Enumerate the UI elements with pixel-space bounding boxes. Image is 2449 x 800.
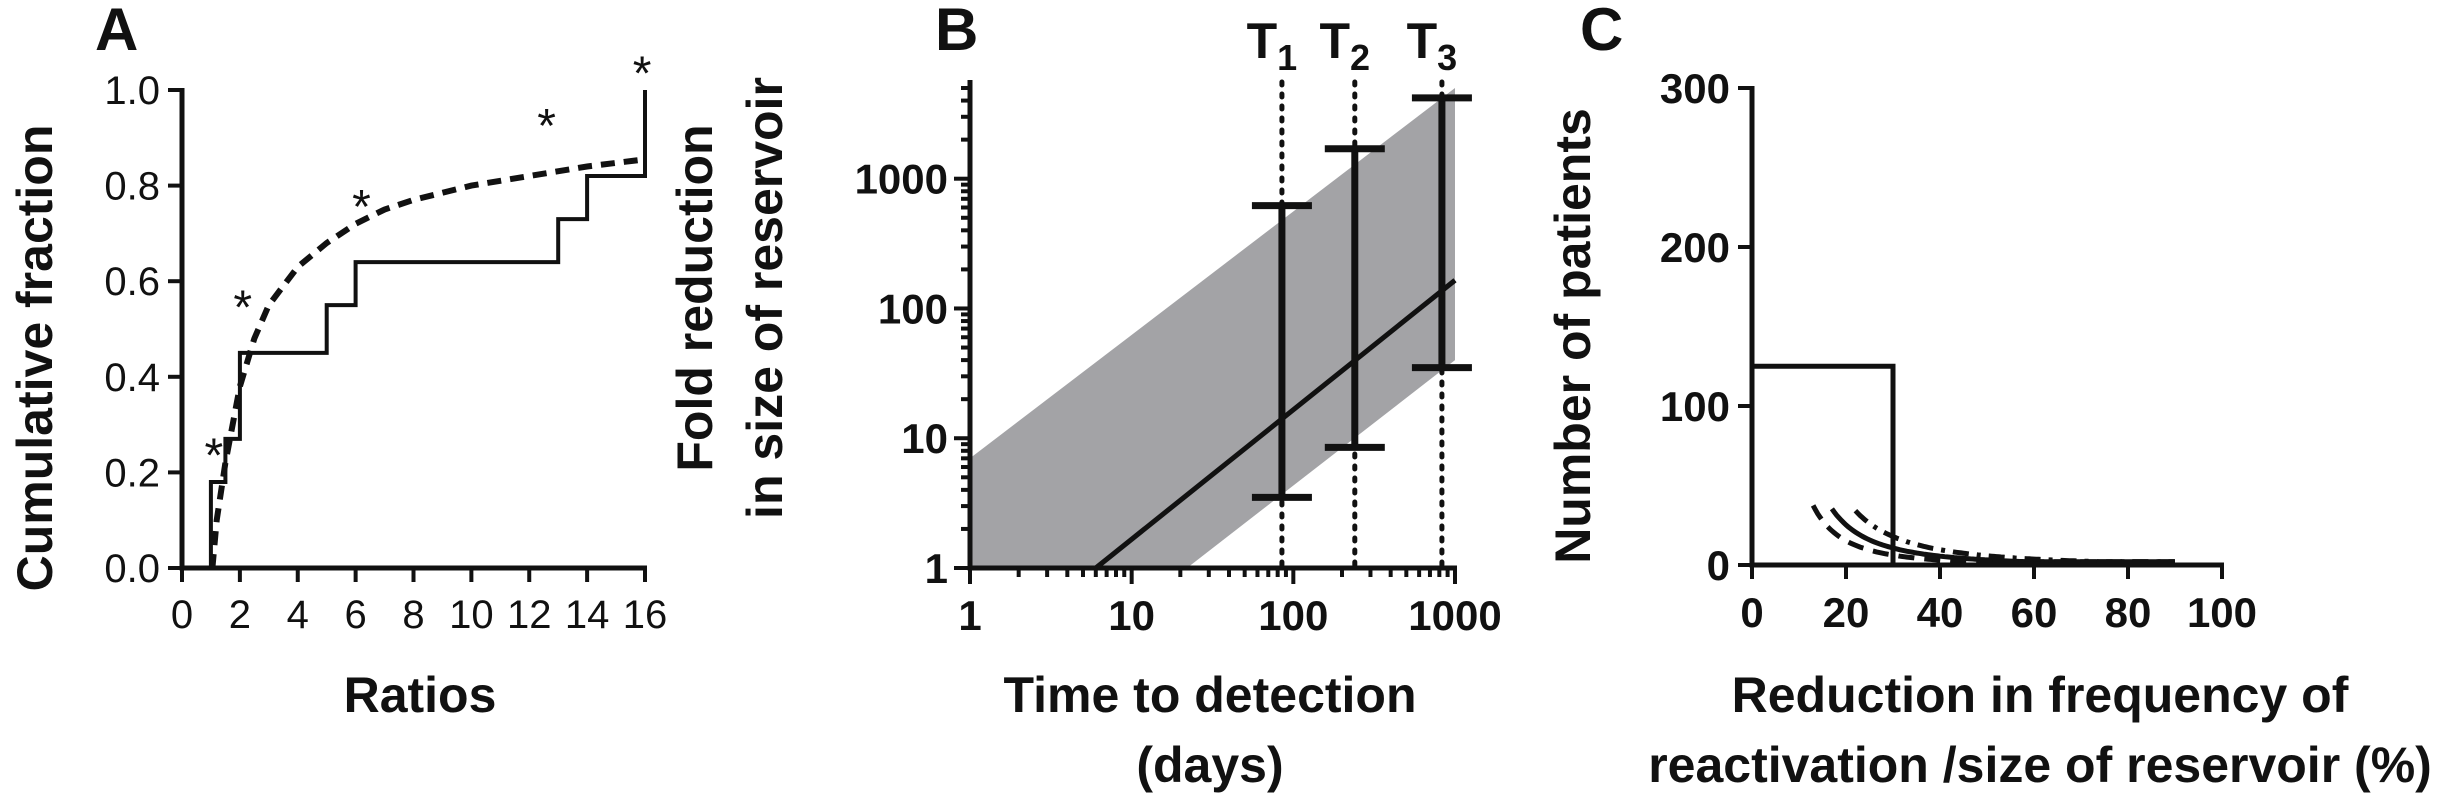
panel-b-time-marker-label: T3	[1407, 13, 1458, 78]
panel-b-x-axis-title-line2: (days)	[1136, 737, 1283, 793]
panel-b-y-axis-title-line2: in size of reservoir	[737, 77, 793, 519]
panel-c-plot: 0 100 200 300 0 20 40 60 80 100	[1660, 65, 2257, 636]
panel-c-x-tick-label: 60	[2011, 589, 2058, 636]
panel-c-y-tick-label: 200	[1660, 224, 1730, 271]
panel-c-x-tick-label: 20	[1823, 589, 1870, 636]
panel-b-y-axis-title-line1: Fold reduction	[667, 124, 723, 471]
panel-c: C 0 100 200 300 0 20 40 60 80 100 Reduction in fr…	[1545, 0, 2432, 793]
panel-c-y-axis-title: Number of patients	[1545, 108, 1601, 564]
panel-a-dashed-series	[209, 156, 646, 569]
panel-b-confidence-band	[970, 88, 1455, 568]
panel-c-axes	[1749, 86, 2224, 568]
panel-b-x-tick-label: 1	[958, 592, 981, 639]
panel-c-x-axis-title-line2: reactivation /size of reservoir (%)	[1648, 737, 2432, 793]
panel-a-x-tick-label: 10	[449, 593, 494, 637]
panel-a-x-tick-label: 12	[507, 593, 552, 637]
panel-a-significance-marker: *	[537, 100, 556, 153]
panel-c-y-tick-label: 300	[1660, 65, 1730, 112]
panel-a-x-tick-label: 8	[402, 593, 424, 637]
panel-b-x-tick-label: 1000	[1408, 592, 1501, 639]
panel-a-x-tick-label: 6	[345, 593, 367, 637]
panel-letter-b: B	[935, 0, 978, 63]
panel-c-x-tick-label: 100	[2187, 589, 2257, 636]
panel-b-time-marker-subscript: 2	[1350, 37, 1370, 78]
panel-b-y-tick-label: 10	[901, 415, 948, 462]
panel-a-significance-marker: *	[233, 282, 252, 335]
panel-c-dashed-curve	[1810, 504, 2175, 565]
panel-b-x-axis-title-line1: Time to detection	[1003, 667, 1416, 723]
panel-a-y-tick-label: 0.2	[104, 451, 160, 495]
panel-b-time-marker-label: T1	[1247, 13, 1298, 78]
panel-a-y-tick-label: 1.0	[104, 69, 160, 113]
panel-letter-c: C	[1580, 0, 1623, 63]
panel-c-x-axis-title-line1: Reduction in frequency of	[1732, 667, 2349, 723]
panel-letter-a: A	[95, 0, 138, 63]
panel-c-x-tick-label: 0	[1740, 589, 1763, 636]
panel-b-x-tick-label: 10	[1108, 592, 1155, 639]
panel-a-significance-marker: *	[633, 47, 652, 100]
panel-b: B T1 T2 T3 1 10 100 1000 1 10 100 1000 Time to det…	[667, 0, 1502, 793]
panel-c-y-tick-label: 100	[1660, 383, 1730, 430]
panel-a-x-tick-label: 4	[287, 593, 309, 637]
panel-a-y-axis-title: Cumulative fraction	[7, 125, 63, 592]
panel-c-x-tick-label: 40	[1917, 589, 1964, 636]
panel-b-x-tick-label: 100	[1258, 592, 1328, 639]
panel-c-reference-lines	[1752, 363, 1896, 565]
panel-b-time-marker-subscript: 3	[1437, 37, 1457, 78]
panel-a-significance-marker: *	[352, 181, 371, 234]
panel-c-y-tick-label: 0	[1707, 542, 1730, 589]
panel-b-time-marker-label: T2	[1320, 13, 1371, 78]
panel-b-time-marker-subscript: 1	[1277, 37, 1297, 78]
panel-a-y-tick-label: 0.6	[104, 260, 160, 304]
panel-a-x-tick-label: 14	[565, 593, 610, 637]
panel-b-fit-line	[1094, 278, 1457, 570]
panel-b-plot: T1 T2 T3 1 10 100 1000 1 10 100 1000	[855, 13, 1502, 639]
panel-a-x-tick-label: 0	[171, 593, 193, 637]
panel-a-significance-marker: *	[204, 430, 223, 483]
panel-a-x-tick-label: 2	[229, 593, 251, 637]
panel-a-step-series	[208, 90, 647, 568]
panel-a-y-tick-label: 0.8	[104, 165, 160, 209]
panel-a-x-tick-label: 16	[623, 593, 668, 637]
panel-a: A 0.0 0.2 0.4 0.6 0.8 1.0 0 2 4 6 8 10 12 14 16 * * * * * R…	[7, 0, 667, 723]
panel-c-x-tick-label: 80	[2105, 589, 2152, 636]
panel-c-dashdot-curve	[1853, 508, 2175, 565]
panel-a-x-axis-title: Ratios	[344, 667, 497, 723]
panel-a-plot: 0.0 0.2 0.4 0.6 0.8 1.0 0 2 4 6 8 10 12 14 16 * * * * *	[104, 47, 667, 637]
panel-b-y-tick-label: 1	[925, 545, 948, 592]
panel-b-y-tick-label: 1000	[855, 156, 948, 203]
panel-b-y-tick-label: 100	[878, 285, 948, 332]
panel-a-y-tick-label: 0.0	[104, 547, 160, 591]
panel-a-y-tick-label: 0.4	[104, 356, 160, 400]
